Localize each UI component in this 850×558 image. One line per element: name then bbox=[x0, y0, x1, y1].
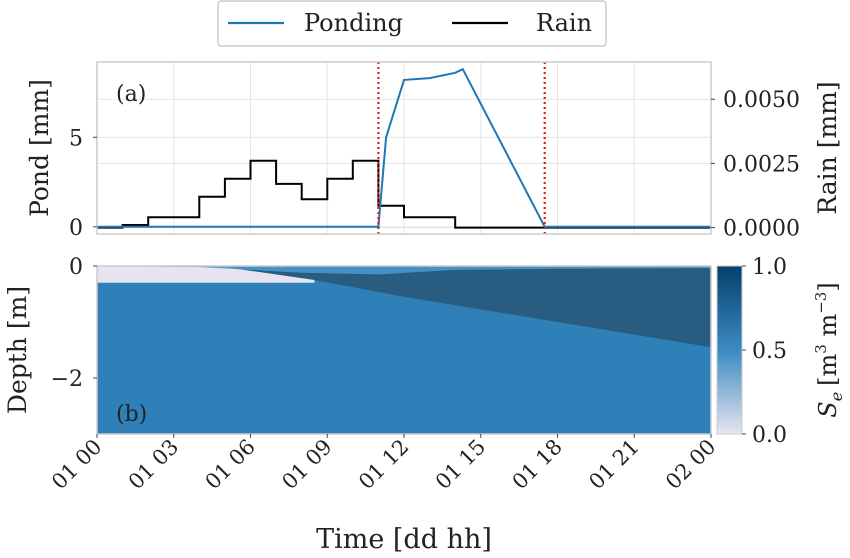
colorbar-label-units: [m bbox=[814, 353, 842, 385]
colorbar-label-mid: m bbox=[814, 314, 842, 345]
colorbar-label-symbol: S bbox=[814, 401, 842, 417]
legend-rain-label: Rain bbox=[536, 9, 592, 37]
depth-tick-label: −2 bbox=[51, 367, 83, 392]
panel-b-label: (b) bbox=[116, 402, 147, 427]
pond-tick-label: 5 bbox=[69, 126, 83, 151]
rain-series-line bbox=[97, 159, 711, 229]
rain-tick-label: 0.0025 bbox=[723, 152, 800, 177]
pond-axis-label: Pond [mm] bbox=[25, 79, 54, 217]
rain-axis-label: Rain [mm] bbox=[813, 81, 842, 214]
panel-a-frame bbox=[96, 61, 712, 235]
heatmap-surface-band bbox=[97, 266, 711, 275]
panel-a-left-ticks: 05 bbox=[69, 126, 97, 241]
x-tick-label: 01 12 bbox=[354, 435, 413, 494]
colorbar-tick-label: 0.0 bbox=[752, 423, 787, 448]
event-markers bbox=[377, 62, 546, 234]
colorbar-tick-label: 1.0 bbox=[752, 255, 787, 280]
heatmap-saturated-zone bbox=[97, 266, 711, 348]
legend-ponding-label: Ponding bbox=[304, 9, 403, 37]
colorbar-label-subscript: e bbox=[827, 392, 846, 401]
colorbar-ticks: 0.0 0.5 1.0 bbox=[742, 255, 787, 448]
x-tick-label: 01 03 bbox=[124, 435, 183, 494]
ponding-series-line bbox=[97, 67, 711, 228]
x-tick-label: 01 06 bbox=[201, 435, 260, 494]
x-tick-label: 02 00 bbox=[661, 435, 720, 494]
heatmap-dry-surface-layer bbox=[97, 266, 315, 283]
x-axis-label: Time [dd hh] bbox=[316, 524, 492, 555]
depth-axis-label: Depth [m] bbox=[3, 286, 32, 414]
rain-tick-label: 0.0050 bbox=[723, 88, 800, 113]
panel-a-right-ticks: 0.0000 0.0025 0.0050 bbox=[711, 88, 800, 242]
panel-b: (b) 0 −2 Depth [m] 0.0 0.5 1.0 Se [m3 m−3] bbox=[3, 255, 846, 448]
x-tick-label: 01 18 bbox=[508, 435, 567, 494]
colorbar-label-sup1: 3 bbox=[812, 344, 830, 354]
colorbar-label-sup2: −3 bbox=[812, 292, 830, 314]
legend-frame bbox=[217, 0, 607, 47]
legend: Ponding Rain bbox=[217, 0, 607, 47]
panel-a-grid bbox=[96, 62, 712, 234]
panel-a-label: (a) bbox=[116, 82, 146, 107]
depth-tick-label: 0 bbox=[69, 255, 83, 280]
x-axis-ticks: 01 00 01 03 01 06 01 09 01 12 01 15 01 18 01 21… bbox=[47, 434, 721, 494]
colorbar bbox=[716, 265, 743, 435]
pond-tick-label: 0 bbox=[69, 216, 83, 241]
colorbar-label-end: ] bbox=[814, 282, 842, 291]
colorbar-tick-label: 0.5 bbox=[752, 339, 787, 364]
rain-tick-label: 0.0000 bbox=[723, 217, 800, 242]
x-tick-label: 01 21 bbox=[584, 435, 643, 494]
x-tick-label: 01 09 bbox=[277, 435, 336, 494]
colorbar-label: Se [m3 m−3] bbox=[812, 282, 846, 417]
x-tick-label: 01 15 bbox=[431, 435, 490, 494]
x-tick-label: 01 00 bbox=[47, 435, 106, 494]
panel-b-ticks: 0 −2 bbox=[51, 255, 97, 392]
